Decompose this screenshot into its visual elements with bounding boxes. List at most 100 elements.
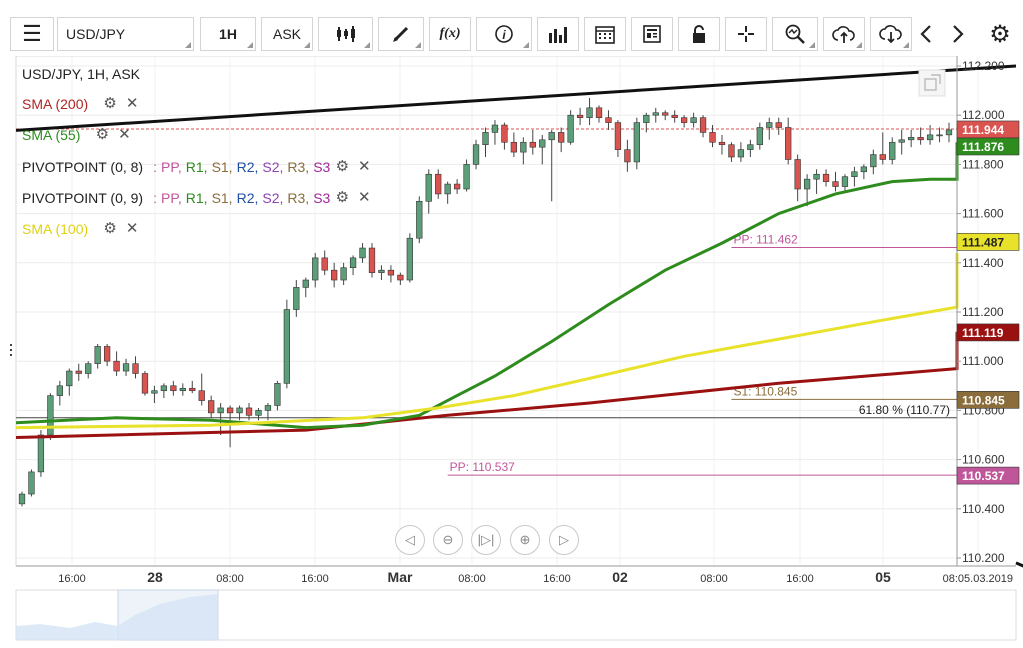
- candle-body: [728, 144, 735, 158]
- candle-body: [491, 124, 499, 133]
- candle-body: [75, 370, 82, 374]
- legend-title: USD/JPY, 1H, ASK: [22, 66, 141, 82]
- draw-button[interactable]: [378, 17, 424, 51]
- candle-body: [66, 370, 73, 387]
- lock-button[interactable]: [678, 17, 720, 51]
- drag-handle[interactable]: [10, 344, 12, 356]
- legend-sma55[interactable]: SMA (55) ⚙ ✕: [22, 125, 132, 145]
- candle-body: [37, 434, 45, 473]
- price-type-select[interactable]: ASK: [261, 17, 313, 51]
- x-tick-label: 05: [875, 569, 891, 585]
- candle-body: [671, 114, 678, 118]
- candle-body: [822, 173, 830, 182]
- y-tick-label: 112.000: [962, 108, 1005, 122]
- y-tick-label: 111.200: [962, 305, 1004, 319]
- gear-icon[interactable]: ⚙: [95, 126, 110, 143]
- timeframe-select[interactable]: 1H: [200, 17, 256, 51]
- x-tick-label: 16:00: [543, 573, 571, 585]
- forward-icon: ▷: [559, 532, 569, 547]
- price-tag: [956, 323, 1020, 342]
- candle-body: [132, 363, 139, 374]
- pivot-r2: R2,: [236, 190, 259, 206]
- volume-button[interactable]: [537, 17, 579, 51]
- close-icon[interactable]: ✕: [118, 126, 131, 143]
- back-icon: [920, 25, 931, 43]
- upload-button[interactable]: [823, 17, 865, 51]
- function-icon: f(x): [439, 26, 461, 41]
- pivot-r3: R3,: [287, 159, 310, 175]
- candle-body: [908, 137, 915, 141]
- volume-icon: [549, 27, 567, 43]
- candle-body: [813, 173, 820, 180]
- zoom-button[interactable]: [772, 17, 818, 51]
- candle-body: [28, 471, 35, 495]
- y-tick-label: 110.200: [962, 551, 1005, 565]
- candle-body: [832, 181, 839, 187]
- info-button[interactable]: i: [476, 17, 532, 51]
- pivot-r1: R1,: [185, 159, 208, 175]
- download-button[interactable]: [870, 17, 912, 51]
- pivot-r3: R3,: [287, 190, 310, 206]
- close-icon[interactable]: ✕: [125, 95, 139, 112]
- gear-icon[interactable]: ⚙: [103, 95, 117, 112]
- zoom-in-button[interactable]: ⊕: [510, 525, 540, 555]
- candle-body: [652, 112, 659, 116]
- candle-body: [794, 159, 801, 190]
- close-icon[interactable]: ✕: [125, 220, 139, 237]
- candle-body: [548, 132, 555, 141]
- download-icon: [879, 25, 902, 44]
- price-tag: [956, 233, 1020, 251]
- gear-icon[interactable]: ⚙: [335, 158, 350, 175]
- candle-body: [189, 387, 196, 392]
- candle-body: [633, 122, 640, 163]
- gear-icon[interactable]: ⚙: [103, 220, 117, 237]
- news-button[interactable]: [631, 17, 673, 51]
- settings-button[interactable]: ⚙: [984, 17, 1016, 51]
- candle-body: [198, 390, 205, 401]
- function-button[interactable]: f(x): [429, 17, 471, 51]
- legend-pivot-9[interactable]: PIVOTPOINT (0, 9) : PP, R1, S1, R2, S2, …: [22, 188, 372, 208]
- back-icon: ◁: [405, 532, 415, 547]
- scroll-forward-button[interactable]: ▷: [549, 525, 579, 555]
- scroll-back-button[interactable]: ◁: [395, 525, 425, 555]
- chart-type-button[interactable]: [318, 17, 373, 51]
- y-tick-label: 111.800: [962, 157, 1004, 171]
- candle-body: [245, 407, 253, 416]
- candle-body: [170, 385, 177, 392]
- hamburger-icon: ☰: [22, 21, 42, 46]
- candle-body: [331, 269, 338, 281]
- symbol-select[interactable]: USD/JPY: [57, 17, 194, 51]
- menu-button[interactable]: ☰: [10, 17, 54, 51]
- legend-pivot-8[interactable]: PIVOTPOINT (0, 8) : PP, R1, S1, R2, S2, …: [22, 157, 372, 177]
- candle-body: [898, 139, 905, 143]
- pivot2-label: PIVOTPOINT (0, 9): [22, 190, 144, 206]
- price-tag: [956, 137, 1020, 156]
- legend-sma200[interactable]: SMA (200) ⚙ ✕: [22, 94, 140, 114]
- level-label: 61.80 % (110.77): [859, 403, 950, 417]
- back-button[interactable]: [912, 17, 940, 51]
- candle-body: [122, 363, 130, 372]
- expand-icon[interactable]: [918, 69, 946, 97]
- candle-body: [917, 137, 924, 141]
- zoom-out-button[interactable]: ⊖: [433, 525, 463, 555]
- zoom-icon: [785, 24, 805, 44]
- candle-body: [340, 267, 347, 281]
- candle-body: [766, 122, 773, 128]
- calendar-button[interactable]: [584, 17, 626, 51]
- close-icon[interactable]: ✕: [358, 189, 371, 206]
- candle-body: [576, 114, 584, 118]
- candle-body: [312, 257, 319, 281]
- candle-body: [397, 274, 404, 281]
- x-tick-label: 16:00: [301, 573, 329, 585]
- legend-sma100[interactable]: SMA (100) ⚙ ✕: [22, 219, 140, 239]
- candle-body: [681, 117, 688, 123]
- candle-body: [406, 237, 413, 281]
- candle-body: [47, 395, 54, 436]
- forward-button[interactable]: [944, 17, 972, 51]
- close-icon[interactable]: ✕: [358, 158, 371, 175]
- gear-icon[interactable]: ⚙: [335, 189, 350, 206]
- reset-button[interactable]: |▷|: [471, 525, 501, 555]
- crosshair-button[interactable]: [725, 17, 767, 51]
- candle-body: [662, 112, 669, 116]
